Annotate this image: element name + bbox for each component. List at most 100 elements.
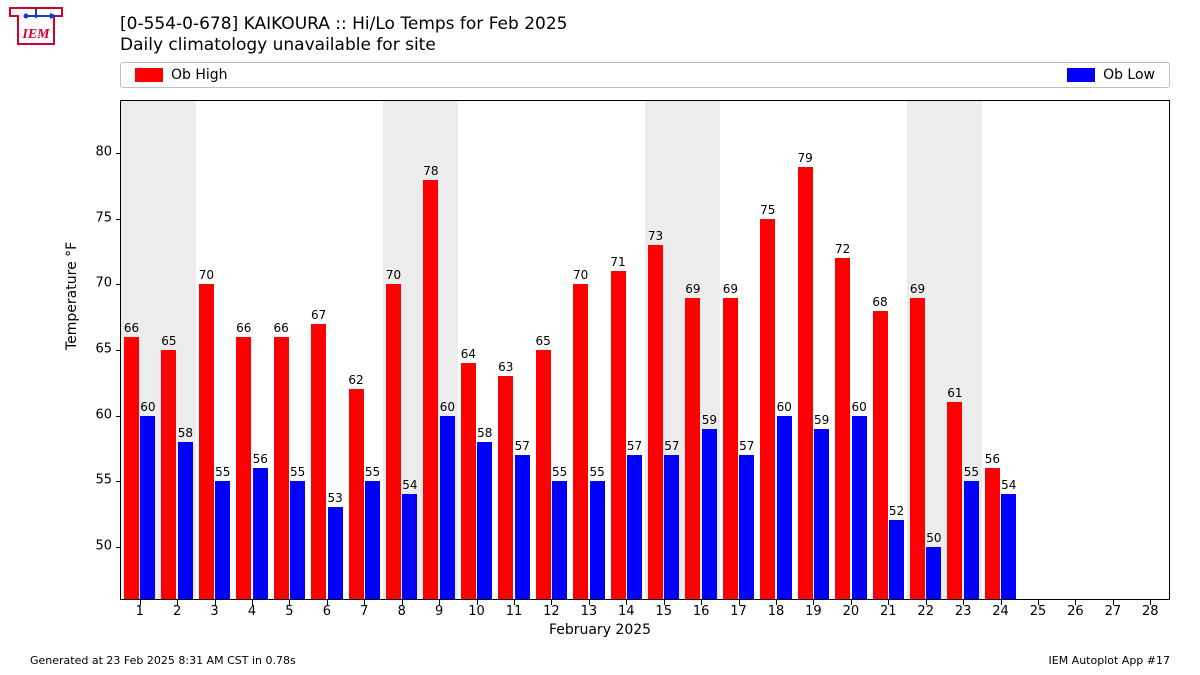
bar-low (739, 455, 754, 599)
legend-label-low: Ob Low (1103, 67, 1155, 83)
bar-low (290, 481, 305, 599)
bar-label-high: 70 (573, 268, 588, 282)
bar-high (947, 402, 962, 599)
x-tick-label: 17 (730, 604, 747, 619)
y-axis-title: Temperature °F (64, 242, 80, 350)
bar-high (161, 350, 176, 599)
x-tick-label: 5 (285, 604, 293, 619)
bar-label-low: 57 (664, 439, 679, 453)
bar-high (236, 337, 251, 599)
bar-label-high: 65 (161, 334, 176, 348)
x-tick-label: 25 (1030, 604, 1047, 619)
bar-label-high: 75 (760, 203, 775, 217)
bar-low (552, 481, 567, 599)
bar-high (798, 167, 813, 599)
x-tick-label: 4 (248, 604, 256, 619)
bar-high (199, 284, 214, 599)
bar-high (124, 337, 139, 599)
x-tick-label: 2 (173, 604, 181, 619)
bar-label-low: 55 (589, 465, 604, 479)
x-tick-label: 8 (398, 604, 406, 619)
x-tick-label: 21 (880, 604, 897, 619)
bar-label-low: 57 (515, 439, 530, 453)
y-tick (116, 153, 121, 154)
y-tick-label: 70 (82, 276, 112, 291)
title-line1: [0-554-0-678] KAIKOURA :: Hi/Lo Temps fo… (120, 14, 567, 35)
bar-label-high: 66 (274, 321, 289, 335)
bar-high (723, 298, 738, 599)
bar-label-high: 71 (610, 255, 625, 269)
bar-label-low: 55 (290, 465, 305, 479)
bar-low (777, 416, 792, 599)
footer-app: IEM Autoplot App #17 (1049, 654, 1171, 667)
x-tick-label: 22 (917, 604, 934, 619)
bar-label-low: 52 (889, 504, 904, 518)
bar-low (1001, 494, 1016, 599)
bar-label-low: 60 (140, 400, 155, 414)
bar-low (852, 416, 867, 599)
bar-low (889, 520, 904, 599)
bar-low (140, 416, 155, 599)
bar-high (386, 284, 401, 599)
legend-label-high: Ob High (171, 67, 228, 83)
bar-label-low: 55 (964, 465, 979, 479)
x-tick-label: 6 (323, 604, 331, 619)
bar-low (515, 455, 530, 599)
y-tick-label: 65 (82, 342, 112, 357)
bar-high (536, 350, 551, 599)
bar-label-low: 59 (814, 413, 829, 427)
y-tick (116, 350, 121, 351)
y-tick (116, 481, 121, 482)
bar-label-high: 70 (386, 268, 401, 282)
x-tick-label: 24 (992, 604, 1009, 619)
y-tick-label: 50 (82, 538, 112, 553)
y-tick (116, 547, 121, 548)
x-tick-label: 28 (1142, 604, 1159, 619)
x-tick-label: 9 (435, 604, 443, 619)
bar-label-high: 63 (498, 360, 513, 374)
bar-label-low: 60 (851, 400, 866, 414)
bar-label-low: 60 (777, 400, 792, 414)
bar-low (627, 455, 642, 599)
bar-label-low: 57 (739, 439, 754, 453)
x-tick-label: 14 (618, 604, 635, 619)
svg-text:IEM: IEM (21, 27, 50, 42)
bar-high (985, 468, 1000, 599)
x-tick-label: 23 (955, 604, 972, 619)
y-tick-label: 80 (82, 145, 112, 160)
y-tick (116, 219, 121, 220)
y-tick-label: 60 (82, 407, 112, 422)
x-tick-label: 1 (136, 604, 144, 619)
legend: Ob High Ob Low (120, 62, 1170, 88)
bar-label-high: 79 (798, 151, 813, 165)
y-tick (116, 416, 121, 417)
bar-label-high: 62 (348, 373, 363, 387)
bar-label-high: 72 (835, 242, 850, 256)
bar-low (215, 481, 230, 599)
bar-high (498, 376, 513, 599)
bar-label-high: 78 (423, 164, 438, 178)
bar-label-high: 66 (124, 321, 139, 335)
bar-low (477, 442, 492, 599)
bar-high (835, 258, 850, 599)
bar-label-low: 54 (402, 478, 417, 492)
bar-low (178, 442, 193, 599)
bar-label-high: 70 (199, 268, 214, 282)
bar-high (611, 271, 626, 599)
bar-high (274, 337, 289, 599)
title-line2: Daily climatology unavailable for site (120, 35, 567, 56)
plot-area: 6660165582705536656466555675366255770548… (120, 100, 1170, 600)
bar-label-high: 73 (648, 229, 663, 243)
bar-label-high: 69 (685, 282, 700, 296)
y-tick-label: 55 (82, 473, 112, 488)
bar-label-low: 58 (477, 426, 492, 440)
footer-generated: Generated at 23 Feb 2025 8:31 AM CST in … (30, 654, 296, 667)
bar-low (365, 481, 380, 599)
legend-swatch-high (135, 68, 163, 82)
bar-label-low: 56 (253, 452, 268, 466)
iem-logo: IEM (6, 6, 66, 46)
bar-label-low: 58 (178, 426, 193, 440)
bar-high (910, 298, 925, 599)
legend-item-high: Ob High (135, 67, 228, 83)
bar-label-high: 67 (311, 308, 326, 322)
